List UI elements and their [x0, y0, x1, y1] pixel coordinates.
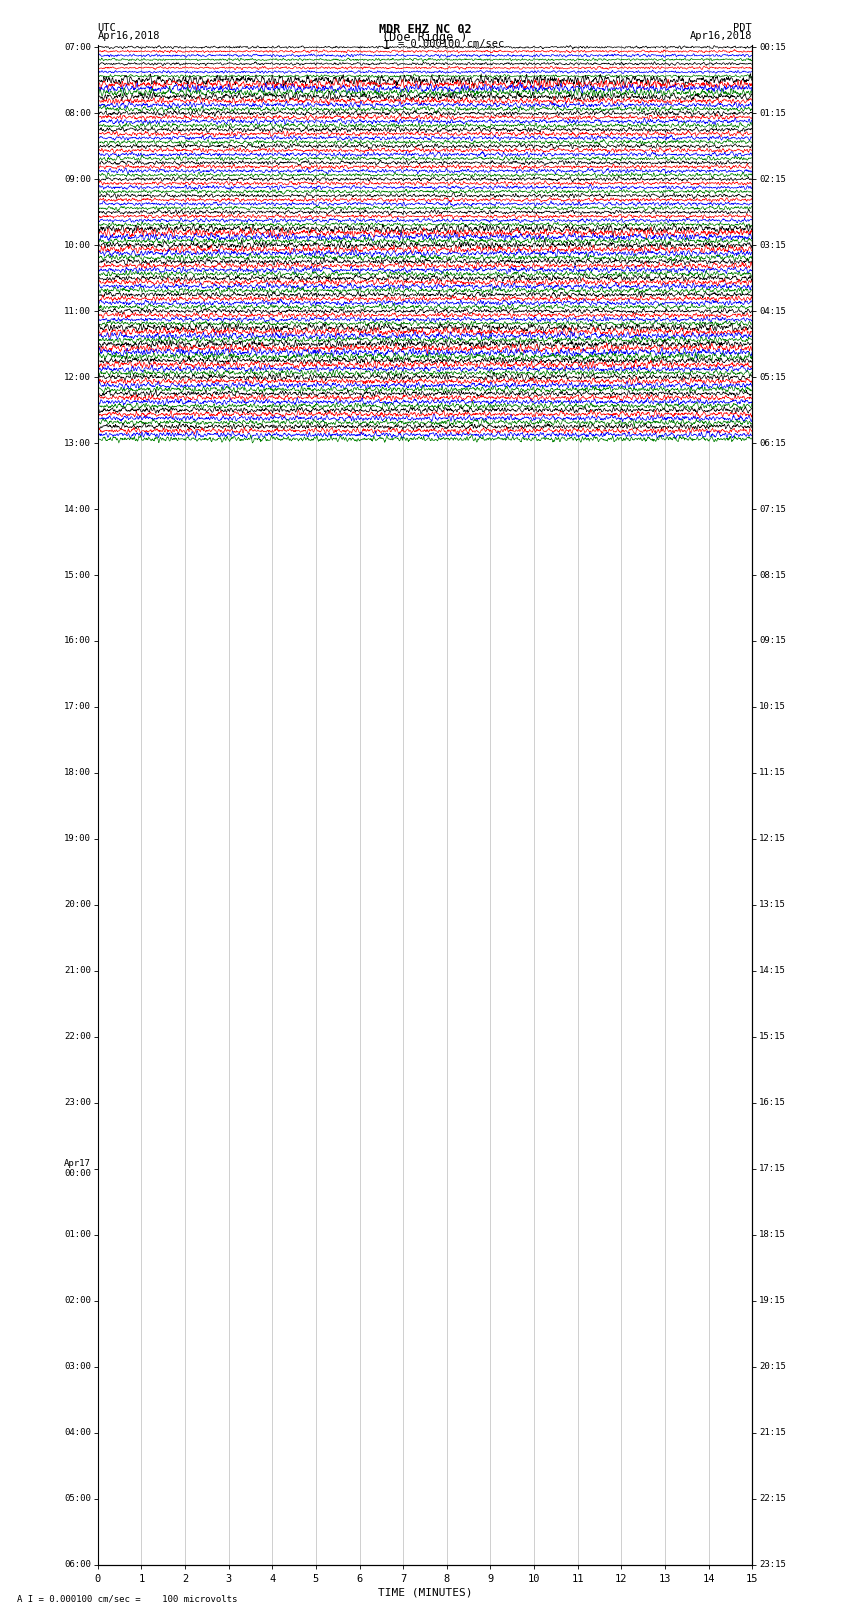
X-axis label: TIME (MINUTES): TIME (MINUTES): [377, 1587, 473, 1598]
Text: UTC: UTC: [98, 24, 116, 34]
Text: MDR EHZ NC 02: MDR EHZ NC 02: [379, 24, 471, 37]
Text: = 0.000100 cm/sec: = 0.000100 cm/sec: [398, 39, 504, 48]
Text: Apr16,2018: Apr16,2018: [689, 31, 752, 42]
Text: A I = 0.000100 cm/sec =    100 microvolts: A I = 0.000100 cm/sec = 100 microvolts: [17, 1594, 237, 1603]
Text: I: I: [383, 39, 390, 52]
Text: Apr16,2018: Apr16,2018: [98, 31, 161, 42]
Text: PDT: PDT: [734, 24, 752, 34]
Text: (Doe Ridge ): (Doe Ridge ): [382, 31, 468, 45]
